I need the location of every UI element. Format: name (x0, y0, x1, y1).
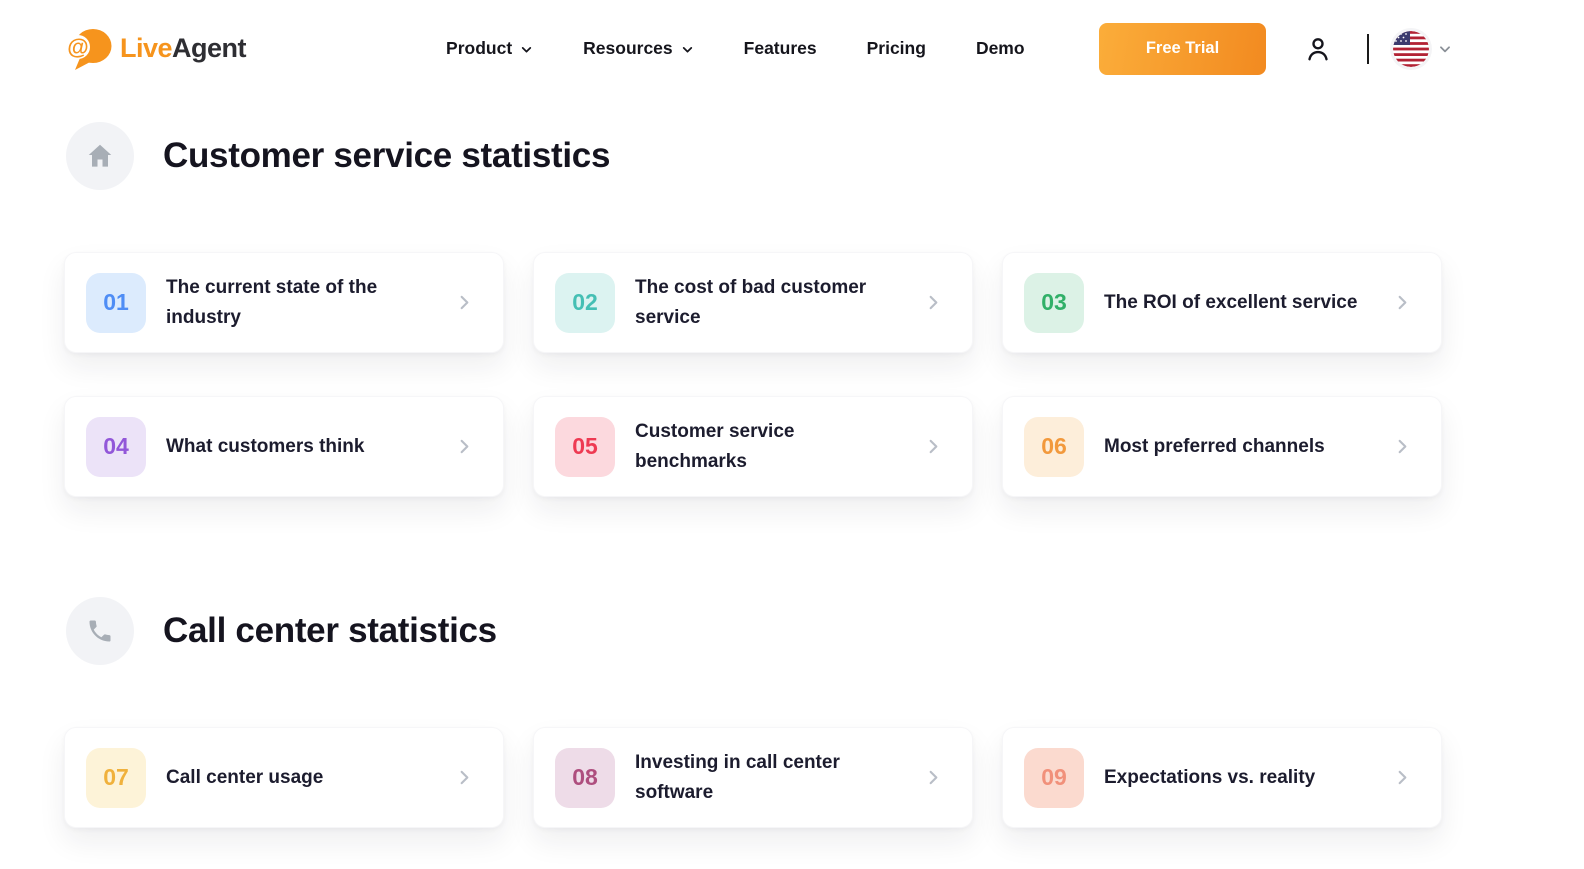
nav-item-resources[interactable]: Resources (583, 38, 694, 59)
stat-card[interactable]: 02 The cost of bad customer service (533, 252, 973, 353)
stat-card[interactable]: 05 Customer service benchmarks (533, 396, 973, 497)
chevron-down-icon (682, 47, 692, 53)
logo-text: LiveAgent (120, 33, 247, 63)
header-divider (1367, 33, 1369, 64)
main-nav: Product Resources Features Pricing Demo (446, 38, 1025, 59)
home-icon (88, 144, 112, 167)
card-number-badge: 09 (1024, 747, 1084, 808)
card-number-badge: 02 (555, 272, 615, 333)
chevron-right-icon (460, 770, 469, 785)
card-title: Most preferred channels (1104, 435, 1325, 457)
chevron-right-icon (929, 295, 938, 310)
chevron-down-icon (1440, 45, 1450, 52)
free-trial-button[interactable]: Free Trial (1099, 22, 1266, 75)
phone-icon (89, 620, 111, 642)
us-flag-icon (1393, 30, 1429, 67)
nav-item-product[interactable]: Product (446, 38, 533, 59)
card-number-badge: 04 (86, 416, 146, 477)
card-title: What customers think (166, 435, 365, 457)
card-number-badge: 07 (86, 747, 146, 808)
chevron-down-icon (521, 47, 532, 53)
stat-card[interactable]: 01 The current state of the industry (64, 252, 504, 353)
account-login-button[interactable] (1303, 34, 1333, 64)
section-title: Customer service statistics (163, 136, 611, 175)
section-title: Call center statistics (163, 611, 497, 650)
stat-card[interactable]: 09 Expectations vs. reality (1002, 727, 1442, 828)
nav-item-features[interactable]: Features (743, 38, 817, 58)
card-number-badge: 03 (1024, 272, 1084, 333)
speech-bubble-at-icon: @ (64, 26, 112, 72)
call-center-cards: 07 Call center usage 08 Investing in cal… (0, 727, 1584, 828)
card-number-badge: 06 (1024, 416, 1084, 477)
section-icon-circle (66, 597, 134, 665)
card-number-badge: 08 (555, 747, 615, 808)
chevron-right-icon (929, 439, 938, 454)
nav-item-pricing[interactable]: Pricing (866, 38, 926, 58)
chevron-right-icon (1398, 770, 1407, 785)
card-title: Investing in call center software (635, 752, 840, 803)
liveagent-logo[interactable]: @ LiveAgent (64, 26, 247, 72)
card-title: The current state of the industry (166, 277, 378, 328)
card-title: Call center usage (166, 766, 324, 788)
chevron-right-icon (460, 439, 469, 454)
section-icon-circle (66, 122, 134, 190)
stat-card[interactable]: 08 Investing in call center software (533, 727, 973, 828)
language-selector[interactable] (1393, 30, 1452, 67)
stat-card[interactable]: 07 Call center usage (64, 727, 504, 828)
card-title: The cost of bad customer service (635, 277, 867, 328)
top-navigation-bar: @ LiveAgent Product Resources Features P… (0, 0, 1584, 97)
card-number-badge: 01 (86, 272, 146, 333)
page-content: Customer service statistics 01 The curre… (0, 97, 1584, 828)
card-title: The ROI of excellent service (1104, 291, 1358, 313)
svg-text:@: @ (67, 34, 88, 59)
chevron-right-icon (1398, 439, 1407, 454)
stat-card[interactable]: 04 What customers think (64, 396, 504, 497)
chevron-right-icon (460, 295, 469, 310)
card-number-badge: 05 (555, 416, 615, 477)
card-title: Expectations vs. reality (1104, 766, 1316, 788)
chevron-right-icon (1398, 295, 1407, 310)
customer-service-cards: 01 The current state of the industry 02 … (0, 252, 1584, 497)
stat-card[interactable]: 06 Most preferred channels (1002, 396, 1442, 497)
chevron-right-icon (929, 770, 938, 785)
stat-card[interactable]: 03 The ROI of excellent service (1002, 252, 1442, 353)
nav-item-demo[interactable]: Demo (975, 38, 1025, 58)
section-heading-call-center: Call center statistics (0, 597, 1584, 665)
section-heading-customer-service: Customer service statistics (0, 122, 1584, 190)
card-title: Customer service benchmarks (635, 421, 795, 472)
user-icon (1308, 37, 1328, 60)
